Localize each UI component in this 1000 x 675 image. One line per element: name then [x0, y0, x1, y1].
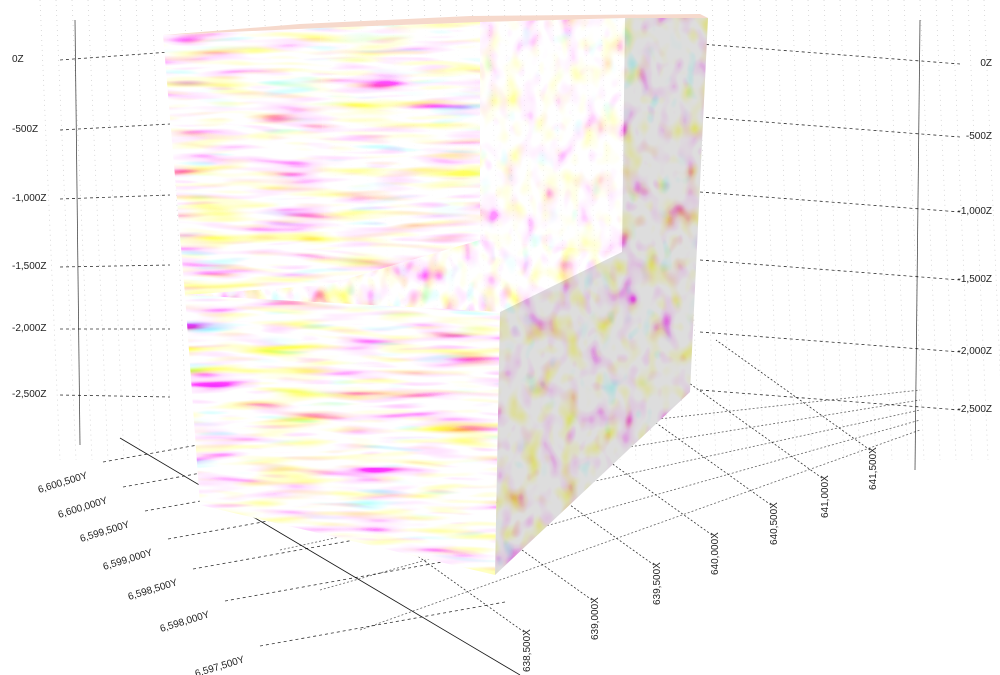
- minor-grid-line: [823, 0, 845, 461]
- minor-grid-line: [919, 0, 941, 461]
- minor-grid-line: [167, 0, 189, 461]
- top-edge: [163, 14, 708, 35]
- minor-grid-line: [87, 0, 109, 461]
- minor-grid-line: [135, 0, 157, 461]
- z-tick-label-right: 0Z: [980, 58, 992, 69]
- axis-edge-right: [914, 19, 921, 471]
- x-grid-line: [715, 339, 871, 451]
- z-grid-line-left: [59, 51, 171, 61]
- z-grid-line-left: [59, 194, 171, 200]
- x-tick-label: 640,000X: [710, 532, 721, 575]
- z-grid-line-left: [59, 264, 171, 268]
- z-grid-line-right: [699, 191, 961, 213]
- y-tick-label: 6,600,500Y: [37, 470, 89, 496]
- floor-grid-line: [359, 429, 921, 631]
- z-tick-label-right: -500Z: [966, 131, 992, 142]
- minor-grid-line: [103, 0, 125, 461]
- minor-grid-line: [119, 0, 141, 461]
- minor-grid-line: [775, 0, 797, 461]
- x-tick-label: 639,500X: [652, 562, 663, 605]
- y-tick-label: 6,598,000Y: [159, 609, 211, 635]
- face-left-upper: [163, 28, 326, 295]
- z-tick-label-left: -2,500Z: [12, 389, 46, 400]
- z-grid-line-right: [699, 259, 961, 281]
- minor-grid-line: [151, 0, 173, 461]
- face-front-lower: [185, 295, 500, 575]
- minor-grid-line: [759, 0, 781, 461]
- minor-grid-line: [695, 0, 717, 461]
- minor-grid-line: [71, 0, 93, 461]
- z-tick-label-right: -2,500Z: [958, 404, 992, 415]
- z-grid-line-left: [59, 123, 171, 131]
- z-grid-line-right: [699, 116, 961, 138]
- floor-axis-y: [119, 437, 521, 675]
- minor-grid-line: [791, 0, 813, 461]
- y-tick-label: 6,598,500Y: [127, 577, 179, 603]
- minor-grid-line: [39, 0, 61, 461]
- minor-grid-line: [711, 0, 733, 461]
- minor-grid-line: [743, 0, 765, 461]
- z-tick-label-left: 0Z: [12, 54, 24, 65]
- z-grid-line-right: [699, 331, 961, 353]
- minor-grid-line: [839, 0, 861, 461]
- x-tick-label: 640,500X: [769, 502, 780, 545]
- minor-grid-line: [855, 0, 877, 461]
- z-tick-label-left: -1,000Z: [12, 193, 46, 204]
- y-tick-label: 6,597,500Y: [194, 654, 246, 675]
- minor-grid-line: [983, 0, 1000, 378]
- z-tick-label-right: -1,500Z: [958, 274, 992, 285]
- z-grid-line-right: [699, 389, 961, 411]
- x-tick-label: 641,500X: [868, 447, 879, 490]
- minor-grid-line: [967, 0, 989, 461]
- seismic-cube: [163, 14, 708, 575]
- x-tick-label: 641,000X: [820, 475, 831, 518]
- axis-edge-left: [74, 19, 81, 446]
- minor-grid-line: [871, 0, 893, 461]
- z-tick-label-left: -2,000Z: [12, 323, 46, 334]
- minor-grid-line: [887, 0, 909, 461]
- face-inner-side: [480, 18, 625, 252]
- y-grid-line: [259, 601, 506, 647]
- z-tick-label-right: -2,000Z: [958, 346, 992, 357]
- minor-grid-line: [727, 0, 749, 461]
- face-right-shade: [495, 18, 708, 575]
- y-grid-line: [224, 556, 471, 602]
- x-tick-label: 639,000X: [590, 597, 601, 640]
- z-grid-line-left: [59, 394, 171, 398]
- z-tick-label-left: -1,500Z: [12, 261, 46, 272]
- minor-grid-line: [935, 0, 957, 461]
- minor-grid-line: [903, 0, 925, 461]
- y-tick-label: 6,600,000Y: [57, 495, 109, 521]
- x-grid-line: [667, 367, 823, 479]
- face-inner-back: [320, 22, 480, 285]
- minor-grid-line: [807, 0, 829, 461]
- x-tick-label: 638,500X: [522, 629, 533, 672]
- z-tick-label-left: -500Z: [12, 124, 38, 135]
- y-tick-label: 6,599,000Y: [102, 547, 154, 573]
- z-tick-label-right: -1,000Z: [958, 206, 992, 217]
- y-tick-label: 6,599,500Y: [79, 519, 131, 545]
- z-grid-line-right: [699, 43, 961, 65]
- minor-grid-line: [55, 0, 77, 461]
- minor-grid-line: [951, 0, 973, 461]
